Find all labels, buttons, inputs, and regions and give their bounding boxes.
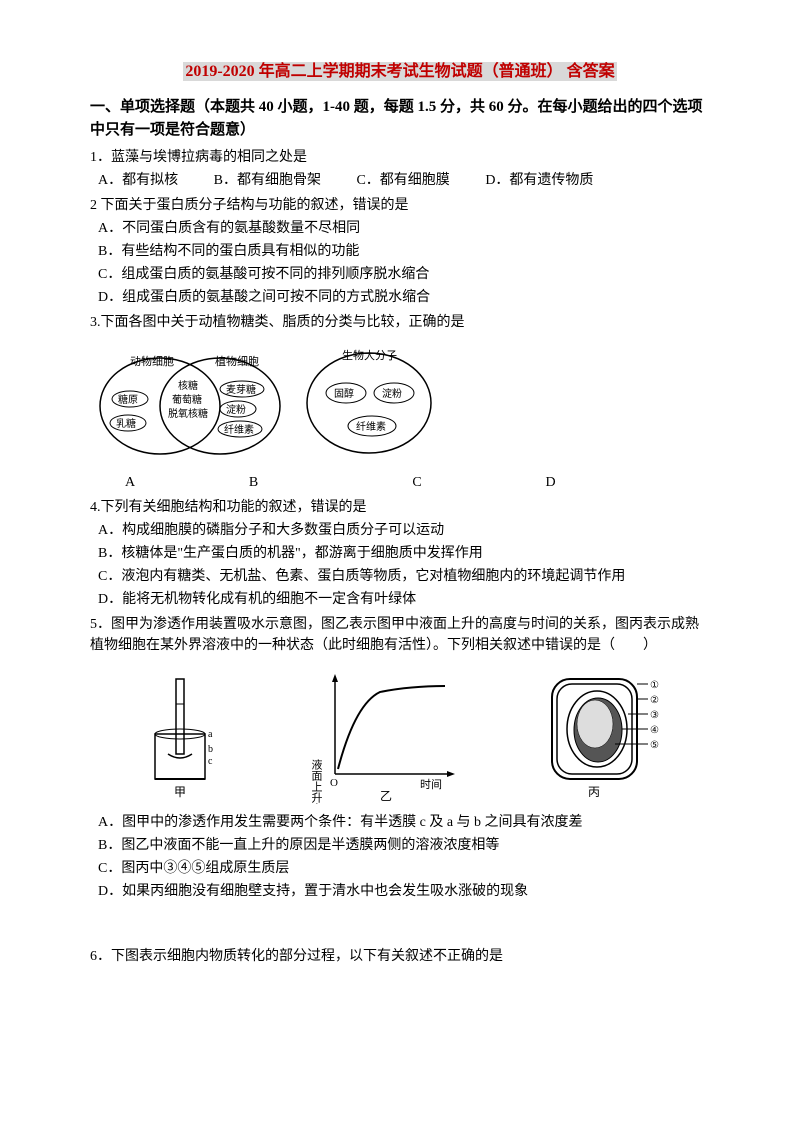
fig-jia: a b c 甲 bbox=[130, 664, 230, 804]
q3-label-a: A bbox=[90, 472, 170, 493]
q1-opt-d: D．都有遗传物质 bbox=[485, 170, 593, 191]
svg-text:葡萄糖: 葡萄糖 bbox=[172, 393, 202, 406]
q3-figure: 动物细胞 植物细胞 糖原 乳糖 核糖 葡萄糖 脱氧核糖 麦芽糖 淀粉 纤维素 生… bbox=[90, 341, 710, 468]
question-6: 6．下图表示细胞内物质转化的部分过程，以下有关叙述不正确的是 bbox=[90, 946, 710, 967]
svg-text:b: b bbox=[208, 744, 213, 755]
svg-text:核糖: 核糖 bbox=[178, 379, 198, 392]
title-text: 2019-2020 年高二上学期期末考试生物试题（普通班） 含答案 bbox=[183, 62, 616, 81]
svg-text:纤维素: 纤维素 bbox=[224, 423, 254, 436]
q3-label-d: D bbox=[501, 472, 601, 493]
svg-text:动物细胞: 动物细胞 bbox=[130, 354, 174, 368]
q2-opt-a: A．不同蛋白质含有的氨基酸数量不尽相同 bbox=[98, 218, 710, 239]
svg-text:②: ② bbox=[650, 695, 659, 706]
svg-text:丙: 丙 bbox=[588, 785, 600, 799]
q2-opt-c: C．组成蛋白质的氨基酸可按不同的排列顺序脱水缩合 bbox=[98, 264, 710, 285]
question-2: 2 下面关于蛋白质分子结构与功能的叙述，错误的是 A．不同蛋白质含有的氨基酸数量… bbox=[90, 195, 710, 308]
svg-text:c: c bbox=[208, 756, 213, 767]
q3-label-c: C bbox=[337, 472, 497, 493]
fig-bing: ① ② ③ ④ ⑤ 丙 bbox=[540, 664, 670, 804]
q5-figure: a b c 甲 液面上升高度 时间 O 乙 ① bbox=[90, 664, 710, 804]
svg-text:淀粉: 淀粉 bbox=[382, 387, 402, 400]
svg-text:脱氧核糖: 脱氧核糖 bbox=[168, 407, 208, 420]
section-header: 一、单项选择题（本题共 40 小题，1-40 题，每题 1.5 分，共 60 分… bbox=[90, 96, 710, 141]
q3-label-b: B bbox=[174, 472, 334, 493]
q5-opt-d: D．如果丙细胞没有细胞壁支持，置于清水中也会发生吸水涨破的现象 bbox=[98, 881, 710, 902]
svg-text:糖原: 糖原 bbox=[118, 393, 138, 406]
q6-text: 6．下图表示细胞内物质转化的部分过程，以下有关叙述不正确的是 bbox=[90, 946, 710, 967]
q2-opt-d: D．组成蛋白质的氨基酸之间可按不同的方式脱水缩合 bbox=[98, 287, 710, 308]
svg-text:淀粉: 淀粉 bbox=[226, 403, 246, 416]
page-title: 2019-2020 年高二上学期期末考试生物试题（普通班） 含答案 bbox=[90, 60, 710, 84]
question-5: 5．图甲为渗透作用装置吸水示意图，图乙表示图甲中液面上升的高度与时间的关系，图丙… bbox=[90, 614, 710, 902]
venn-diagram: 动物细胞 植物细胞 糖原 乳糖 核糖 葡萄糖 脱氧核糖 麦芽糖 淀粉 纤维素 bbox=[90, 341, 290, 461]
svg-text:麦芽糖: 麦芽糖 bbox=[226, 383, 256, 396]
q5-text: 5．图甲为渗透作用装置吸水示意图，图乙表示图甲中液面上升的高度与时间的关系，图丙… bbox=[90, 614, 710, 656]
svg-text:植物细胞: 植物细胞 bbox=[215, 354, 259, 368]
q2-opt-b: B．有些结构不同的蛋白质具有相似的功能 bbox=[98, 241, 710, 262]
svg-text:生物大分子: 生物大分子 bbox=[342, 348, 397, 362]
svg-text:甲: 甲 bbox=[174, 785, 186, 799]
q1-opt-c: C．都有细胞膜 bbox=[356, 170, 449, 191]
q5-opt-c: C．图丙中③④⑤组成原生质层 bbox=[98, 858, 710, 879]
svg-text:a: a bbox=[208, 729, 213, 740]
question-4: 4.下列有关细胞结构和功能的叙述，错误的是 A．构成细胞膜的磷脂分子和大多数蛋白… bbox=[90, 497, 710, 610]
q4-text: 4.下列有关细胞结构和功能的叙述，错误的是 bbox=[90, 497, 710, 518]
circle-diagram: 生物大分子 固醇 淀粉 纤维素 bbox=[294, 341, 444, 461]
q4-opt-d: D．能将无机物转化成有机的细胞不一定含有叶绿体 bbox=[98, 589, 710, 610]
q1-opt-a: A．都有拟核 bbox=[98, 170, 178, 191]
q1-opt-b: B．都有细胞骨架 bbox=[214, 170, 321, 191]
svg-text:固醇: 固醇 bbox=[334, 387, 354, 400]
q1-options: A．都有拟核 B．都有细胞骨架 C．都有细胞膜 D．都有遗传物质 bbox=[98, 170, 710, 191]
svg-text:③: ③ bbox=[650, 710, 659, 721]
svg-text:①: ① bbox=[650, 680, 659, 691]
svg-text:⑤: ⑤ bbox=[650, 740, 659, 751]
fig-yi: 液面上升高度 时间 O 乙 bbox=[310, 664, 460, 804]
question-1: 1．蓝藻与埃博拉病毒的相同之处是 A．都有拟核 B．都有细胞骨架 C．都有细胞膜… bbox=[90, 147, 710, 191]
q1-text: 1．蓝藻与埃博拉病毒的相同之处是 bbox=[90, 147, 710, 168]
svg-text:时间: 时间 bbox=[420, 778, 442, 791]
q5-opt-b: B．图乙中液面不能一直上升的原因是半透膜两侧的溶液浓度相等 bbox=[98, 835, 710, 856]
q2-text: 2 下面关于蛋白质分子结构与功能的叙述，错误的是 bbox=[90, 195, 710, 216]
q5-opt-a: A．图甲中的渗透作用发生需要两个条件：有半透膜 c 及 a 与 b 之间具有浓度… bbox=[98, 812, 710, 833]
svg-text:纤维素: 纤维素 bbox=[356, 420, 386, 433]
q4-opt-a: A．构成细胞膜的磷脂分子和大多数蛋白质分子可以运动 bbox=[98, 520, 710, 541]
q3-labels: A B C D bbox=[90, 472, 710, 493]
question-3: 3.下面各图中关于动植物糖类、脂质的分类与比较，正确的是 动物细胞 植物细胞 糖… bbox=[90, 312, 710, 493]
svg-text:液面上升高度: 液面上升高度 bbox=[310, 758, 323, 804]
q4-opt-b: B．核糖体是"生产蛋白质的机器"，都游离于细胞质中发挥作用 bbox=[98, 543, 710, 564]
svg-text:④: ④ bbox=[650, 725, 659, 736]
q3-text: 3.下面各图中关于动植物糖类、脂质的分类与比较，正确的是 bbox=[90, 312, 710, 333]
svg-text:乙: 乙 bbox=[380, 789, 392, 803]
q4-opt-c: C．液泡内有糖类、无机盐、色素、蛋白质等物质，它对植物细胞内的环境起调节作用 bbox=[98, 566, 710, 587]
svg-text:乳糖: 乳糖 bbox=[116, 417, 136, 430]
svg-text:O: O bbox=[330, 777, 338, 789]
